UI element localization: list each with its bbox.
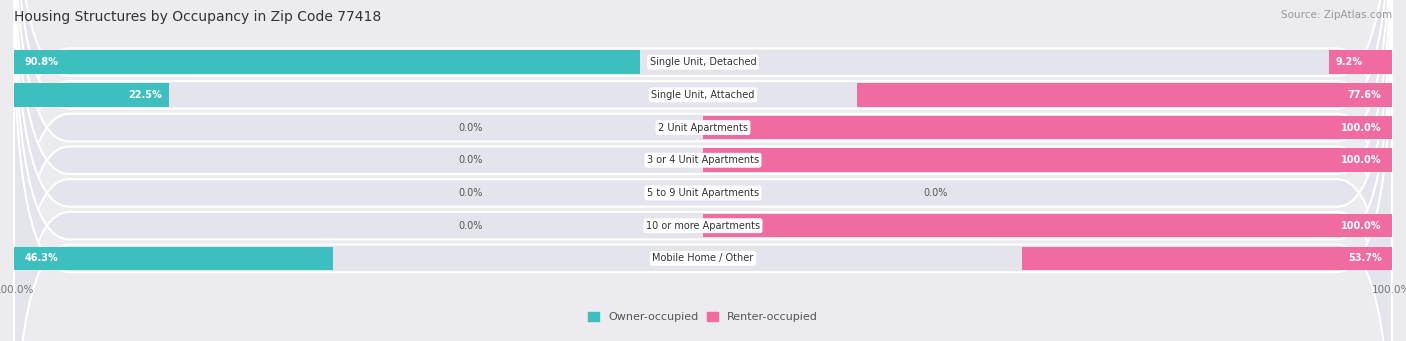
Text: 5 to 9 Unit Apartments: 5 to 9 Unit Apartments: [647, 188, 759, 198]
FancyBboxPatch shape: [14, 0, 1392, 341]
Text: 90.8%: 90.8%: [24, 57, 58, 67]
Text: 0.0%: 0.0%: [924, 188, 948, 198]
Bar: [703, 148, 1392, 172]
Text: 0.0%: 0.0%: [458, 221, 482, 231]
Bar: [858, 83, 1392, 107]
FancyBboxPatch shape: [14, 11, 1392, 341]
Text: 2 Unit Apartments: 2 Unit Apartments: [658, 122, 748, 133]
Text: Single Unit, Detached: Single Unit, Detached: [650, 57, 756, 67]
Text: Single Unit, Attached: Single Unit, Attached: [651, 90, 755, 100]
Text: 100.0%: 100.0%: [1341, 122, 1382, 133]
Text: 46.3%: 46.3%: [24, 253, 58, 263]
Text: 100.0%: 100.0%: [1341, 155, 1382, 165]
Text: 9.2%: 9.2%: [1336, 57, 1362, 67]
Bar: [14, 83, 169, 107]
Legend: Owner-occupied, Renter-occupied: Owner-occupied, Renter-occupied: [583, 308, 823, 327]
Bar: [14, 247, 333, 270]
Text: 0.0%: 0.0%: [458, 188, 482, 198]
Bar: [14, 50, 640, 74]
Text: 0.0%: 0.0%: [458, 122, 482, 133]
Bar: [703, 214, 1392, 237]
Text: 77.6%: 77.6%: [1348, 90, 1382, 100]
Text: Source: ZipAtlas.com: Source: ZipAtlas.com: [1281, 10, 1392, 20]
Text: 3 or 4 Unit Apartments: 3 or 4 Unit Apartments: [647, 155, 759, 165]
FancyBboxPatch shape: [14, 0, 1392, 310]
Text: 0.0%: 0.0%: [458, 155, 482, 165]
Text: Housing Structures by Occupancy in Zip Code 77418: Housing Structures by Occupancy in Zip C…: [14, 10, 381, 24]
Text: 100.0%: 100.0%: [1341, 221, 1382, 231]
Bar: [703, 116, 1392, 139]
Text: 10 or more Apartments: 10 or more Apartments: [645, 221, 761, 231]
FancyBboxPatch shape: [14, 0, 1392, 341]
FancyBboxPatch shape: [14, 0, 1392, 341]
Bar: [1329, 50, 1392, 74]
Text: Mobile Home / Other: Mobile Home / Other: [652, 253, 754, 263]
Text: 22.5%: 22.5%: [128, 90, 162, 100]
FancyBboxPatch shape: [14, 0, 1392, 341]
FancyBboxPatch shape: [14, 0, 1392, 341]
Text: 53.7%: 53.7%: [1348, 253, 1382, 263]
Bar: [1022, 247, 1392, 270]
